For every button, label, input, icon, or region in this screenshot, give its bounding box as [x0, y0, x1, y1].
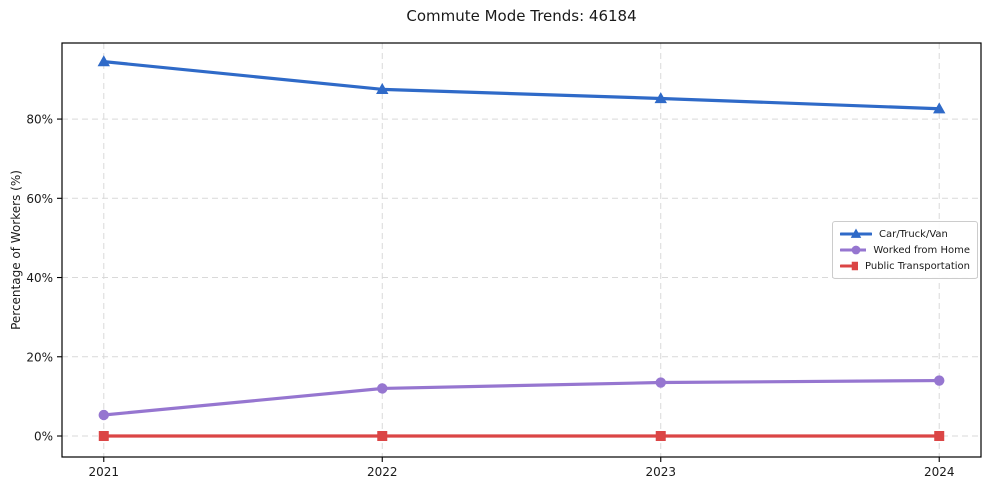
legend: Car/Truck/Van Worked from Home Public Tran… — [832, 221, 978, 279]
legend-label: Public Transportation — [865, 260, 970, 272]
x-tick-label: 2021 — [88, 465, 119, 479]
legend-sample-square-icon — [840, 261, 859, 271]
marker-public-transportation — [934, 431, 945, 442]
data-point-marker — [850, 228, 862, 238]
marker-public-transportation — [377, 431, 388, 442]
y-tick-label: 60% — [26, 192, 53, 206]
marker-worked-from-home — [934, 375, 945, 386]
data-point-marker — [851, 261, 859, 271]
marker-car-truck-van — [376, 82, 389, 94]
marker-public-transportation — [655, 431, 666, 442]
series-line-worked-from-home — [102, 378, 941, 417]
marker-worked-from-home — [655, 377, 666, 388]
x-tick-label: 2023 — [645, 465, 676, 479]
y-tick-label: 0% — [34, 430, 53, 444]
marker-car-truck-van — [933, 102, 946, 114]
legend-sample-triangle-icon — [840, 228, 872, 238]
marker-worked-from-home — [377, 383, 388, 394]
axes-border — [61, 42, 982, 458]
y-tick-label: 80% — [26, 113, 53, 127]
y-tick-label: 20% — [26, 350, 53, 364]
y-tick-label: 40% — [26, 271, 53, 285]
chart-title: Commute Mode Trends: 46184 — [406, 7, 637, 25]
legend-item-public-transportation: Public Transportation — [840, 259, 970, 274]
marker-car-truck-van — [97, 55, 110, 67]
legend-label: Car/Truck/Van — [879, 228, 948, 240]
marker-public-transportation — [98, 431, 109, 442]
marker-car-truck-van — [654, 92, 667, 104]
series-line-car-truck-van — [102, 60, 941, 111]
x-tick-label: 2022 — [367, 465, 398, 479]
legend-sample-circle-icon — [840, 245, 867, 255]
marker-worked-from-home — [98, 409, 109, 421]
data-point-marker — [851, 245, 861, 255]
legend-item-worked-from-home: Worked from Home — [840, 243, 970, 258]
legend-item-car-truck-van: Car/Truck/Van — [840, 227, 970, 242]
x-tick-label: 2024 — [924, 465, 955, 479]
legend-label: Worked from Home — [873, 244, 970, 256]
